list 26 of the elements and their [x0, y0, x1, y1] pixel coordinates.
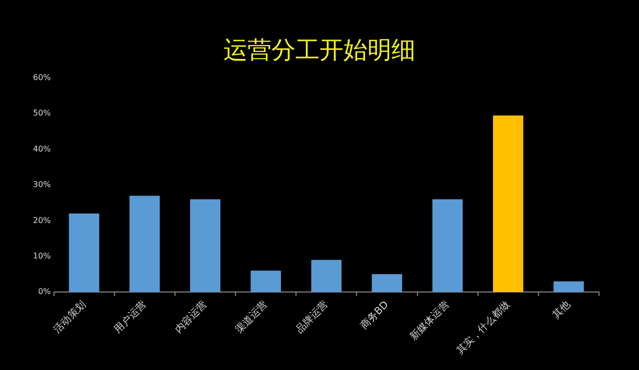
y-tick-label: 60%: [33, 73, 52, 82]
y-tick-label: 30%: [33, 180, 52, 190]
x-tick-label: 品牌运营: [294, 298, 330, 336]
bar: [250, 270, 281, 292]
bar: [372, 274, 402, 292]
x-tick-label: 其实，什么都做: [454, 298, 512, 357]
bar: [190, 199, 220, 292]
x-tick-label: 商务BD: [358, 298, 392, 332]
y-tick-label: 0%: [38, 287, 52, 296]
y-tick-label: 20%: [33, 216, 52, 225]
x-tick-label: 渠道运营: [232, 298, 270, 336]
bar: [311, 260, 342, 292]
x-tick-label: 内容运营: [172, 298, 210, 336]
x-tick-label: 新媒体运营: [408, 298, 452, 343]
bar: [554, 281, 584, 292]
y-tick-label: 50%: [33, 108, 52, 118]
chart-title: 运营分工开始明细: [222, 35, 416, 66]
x-tick-label: 活动策划: [51, 298, 88, 336]
bar: [432, 199, 463, 292]
x-tick-label: 用户运营: [112, 298, 149, 336]
y-tick-label: 40%: [33, 144, 52, 154]
bar: [492, 115, 524, 292]
y-tick-label: 10%: [33, 251, 52, 260]
bar: [68, 214, 100, 292]
x-tick-label: 其他: [550, 298, 573, 322]
bar: [130, 196, 160, 292]
